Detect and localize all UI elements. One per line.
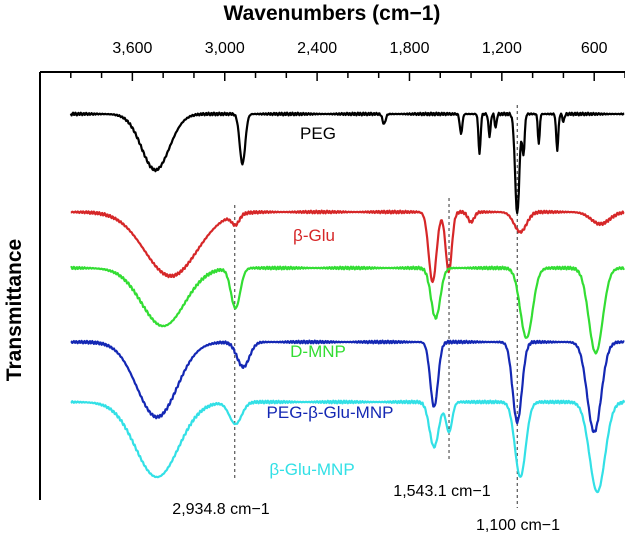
y-axis-title: Transmittance [3, 239, 26, 381]
series-label-beta-glu: β-Glu [293, 226, 335, 245]
series-peg-beta-glu-mnp [70, 339, 625, 434]
series-label-peg: PEG [300, 124, 336, 143]
x-tick-label: 2,400 [297, 40, 337, 57]
series-beta-glu-mnp [70, 399, 625, 494]
annotation-lines: 2,934.8 cm−1 1,543.1 cm−1 1,100 cm−1 [172, 105, 560, 534]
series-beta-glu [70, 209, 625, 284]
series-peg [69, 111, 625, 215]
series-d-mnp [70, 265, 625, 355]
annotation-label: 2,934.8 cm−1 [172, 501, 270, 518]
x-tick-label: 1,200 [482, 40, 522, 57]
x-axis-title: Wavenumbers (cm−1) [224, 2, 441, 25]
series-labels: PEG β-Glu D-MNP PEG-β-Glu-MNP β-Glu-MNP [267, 124, 394, 479]
series-label-d-mnp: D-MNP [290, 342, 346, 361]
annotation-label: 1,100 cm−1 [476, 517, 560, 534]
series-group [69, 111, 625, 494]
x-tick-label: 3,000 [205, 40, 245, 57]
x-tick-label: 3,600 [112, 40, 152, 57]
series-label-peg-beta-glu-mnp: PEG-β-Glu-MNP [267, 403, 394, 422]
series-label-beta-glu-mnp: β-Glu-MNP [269, 460, 354, 479]
x-tick-label: 600 [581, 40, 608, 57]
annotation-label: 1,543.1 cm−1 [393, 483, 491, 500]
x-ticks: 3,600 3,000 2,400 1,800 1,200 600 [70, 40, 625, 81]
x-tick-label: 1,800 [389, 40, 429, 57]
